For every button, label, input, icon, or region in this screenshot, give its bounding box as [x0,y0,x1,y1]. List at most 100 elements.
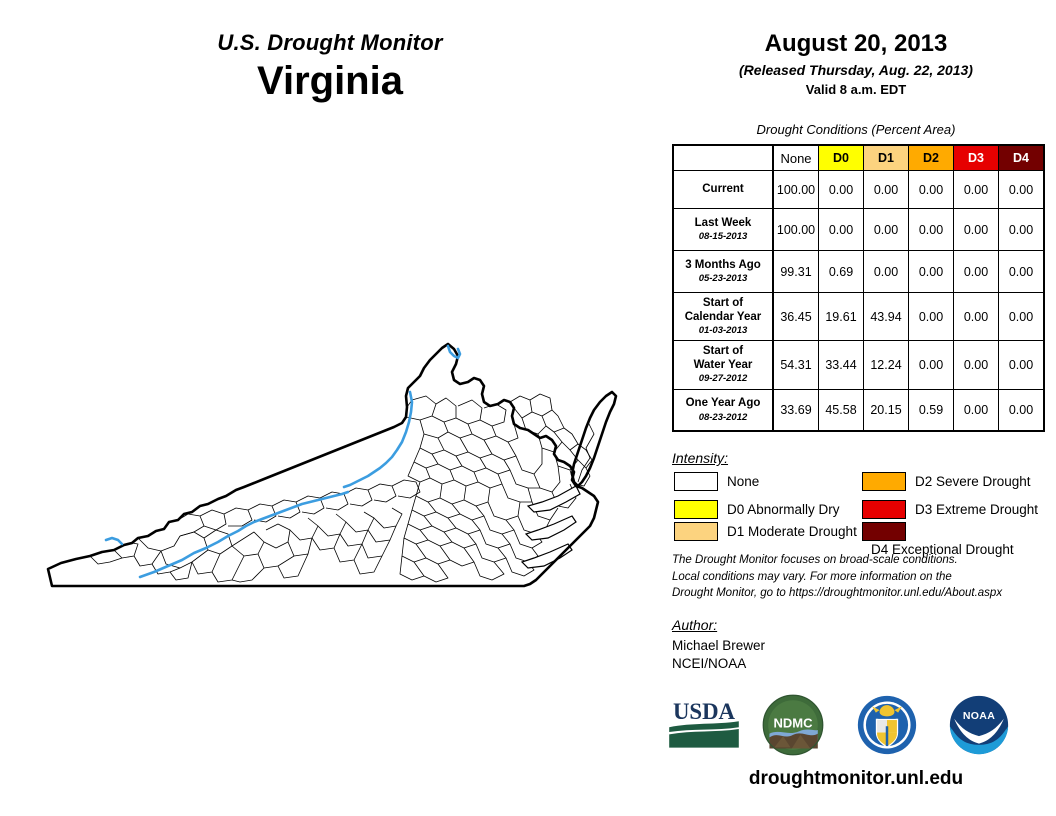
state-outline [46,342,618,588]
table-row: Start of Water Year 09-27-2012 54.31 33.44 12… [672,340,1045,390]
author-name: Michael Brewer [672,638,766,653]
column-header-d1: D1 [863,144,909,171]
row-label-text: Current [702,182,744,195]
cell-4-d2: 0.00 [908,340,954,390]
cell-3-d2: 0.00 [908,291,954,342]
noaa-logo: NOAA [948,694,1010,756]
cell-2-d0: 0.69 [818,250,864,293]
table-row: Last Week 08-15-2013 100.00 0.00 0.00 0.00 0.0… [672,208,1045,251]
county-boundaries [89,393,595,583]
cell-4-d3: 0.00 [953,340,999,390]
row-label-2: 3 Months Ago 05-23-2013 [672,250,774,293]
disclaimer-text: The Drought Monitor focuses on broad-sca… [672,552,1044,602]
cell-2-d4: 0.00 [998,250,1045,293]
cell-5-d1: 20.15 [863,388,909,433]
program-title: U.S. Drought Monitor [217,30,443,55]
cell-4-none: 54.31 [772,340,819,390]
release-date: August 20, 2013 [764,30,948,57]
row-label-0: Current [672,170,774,209]
cell-3-d1: 43.94 [863,291,909,342]
legend-swatch-none [674,472,718,491]
cell-1-none: 100.00 [772,208,819,251]
cell-0-d2: 0.00 [908,170,954,209]
disclaimer-line-3: Drought Monitor, go to https://droughtmo… [672,587,1003,600]
column-header-none: None [772,144,819,171]
ndmc-logo-text: NDMC [773,715,813,730]
legend-label-d3: D3 Extreme Drought [915,502,1039,517]
cell-5-d0: 45.58 [818,388,864,433]
cell-1-d1: 0.00 [863,208,909,251]
cell-5-d2: 0.59 [908,388,954,433]
cell-2-d2: 0.00 [908,250,954,293]
cell-3-d3: 0.00 [953,291,999,342]
cell-0-d1: 0.00 [863,170,909,209]
row-label-date: 08-23-2012 [698,411,748,423]
cell-1-d0: 0.00 [818,208,864,251]
released-subtitle: (Released Thursday, Aug. 22, 2013) [739,62,973,78]
table-caption: Drought Conditions (Percent Area) [756,122,956,137]
table-row: Current 100.00 0.00 0.00 0.00 0.00 0.00 [672,170,1045,209]
table-header: None D0 D1 D2 D3 D4 [673,144,1045,171]
cell-3-d0: 19.61 [818,291,864,342]
noaa-logo-text: NOAA [963,710,995,722]
website-url: droughtmonitor.unl.edu [748,768,964,789]
drought-conditions-table: None D0 D1 D2 D3 D4 Current 100.00 0.00 0.00 0.00… [672,144,1045,433]
usda-logo-text: USDA [673,699,736,724]
cell-0-d4: 0.00 [998,170,1045,209]
row-label-text: Start of Calendar Year [684,297,762,323]
row-label-date: 08-15-2013 [698,231,748,243]
cell-1-d2: 0.00 [908,208,954,251]
ndmc-logo: NDMC [761,694,825,756]
disclaimer-line-2: Local conditions may vary. For more info… [672,570,952,583]
cell-0-d3: 0.00 [953,170,999,209]
bay-inlets [520,485,581,569]
cell-1-d4: 0.00 [998,208,1045,251]
legend-swatch-d4 [862,522,906,541]
cell-2-d1: 0.00 [863,250,909,293]
cell-2-none: 99.31 [772,250,819,293]
legend-swatch-d1 [674,522,718,541]
column-header-d2: D2 [908,144,954,171]
intensity-heading: Intensity: [672,450,729,466]
legend-label-none: None [727,474,760,489]
legend-item-d4: D4 Exceptional Drought [862,522,1056,557]
cell-5-none: 33.69 [772,388,819,433]
table-row: One Year Ago 08-23-2012 33.69 45.58 20.15 0.5… [672,388,1045,433]
legend-item-d3: D3 Extreme Drought [862,500,1039,519]
legend-item-d0: D0 Abnormally Dry [674,500,840,519]
table-header-row: None D0 D1 D2 D3 D4 [673,144,1045,171]
usda-logo: USDA [668,697,740,749]
row-label-1: Last Week 08-15-2013 [672,208,774,251]
legend-swatch-d2 [862,472,906,491]
row-label-date: 09-27-2012 [698,373,748,385]
legend-item-d1: D1 Moderate Drought [674,522,857,541]
cell-3-none: 36.45 [772,291,819,342]
row-label-date: 01-03-2013 [698,325,748,337]
legend-swatch-d0 [674,500,718,519]
cell-4-d4: 0.00 [998,340,1045,390]
table-row: 3 Months Ago 05-23-2013 99.31 0.69 0.00 0.00 0… [672,250,1045,293]
cell-0-none: 100.00 [772,170,819,209]
column-header-d3: D3 [953,144,999,171]
virginia-drought-map [28,330,640,602]
author-heading: Author: [672,617,718,633]
cell-4-d0: 33.44 [818,340,864,390]
row-label-5: One Year Ago 08-23-2012 [672,388,774,433]
row-label-text: 3 Months Ago [685,258,761,271]
state-title: Virginia [257,59,403,103]
cell-2-d3: 0.00 [953,250,999,293]
legend-swatch-d3 [862,500,906,519]
table-body: Current 100.00 0.00 0.00 0.00 0.00 0.00 Last We… [672,170,1045,433]
row-label-text: Start of Water Year [693,345,753,371]
author-organization: NCEI/NOAA [672,656,747,671]
disclaimer-line-1: The Drought Monitor focuses on broad-sca… [672,554,958,566]
table-corner-cell [673,145,773,171]
legend-label-d0: D0 Abnormally Dry [727,502,840,517]
row-label-date: 05-23-2013 [698,273,748,285]
legend-item-d2: D2 Severe Drought [862,472,1031,491]
row-label-text: One Year Ago [685,397,761,410]
cell-3-d4: 0.00 [998,291,1045,342]
legend-label-d2: D2 Severe Drought [915,474,1031,489]
state-fill-area [48,344,616,586]
cell-1-d3: 0.00 [953,208,999,251]
